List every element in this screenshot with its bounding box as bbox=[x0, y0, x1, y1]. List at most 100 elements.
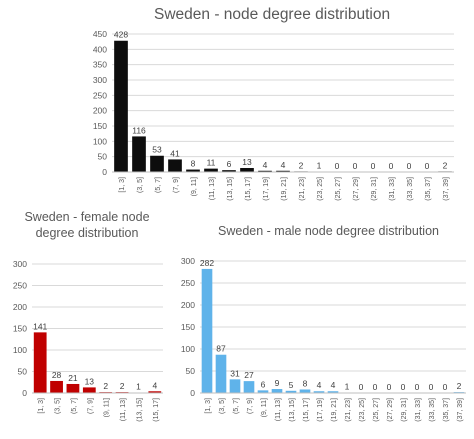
bar bbox=[299, 389, 311, 393]
x-tick-label: (35, 37] bbox=[425, 177, 432, 201]
x-tick-label: (15, 17] bbox=[303, 398, 310, 422]
data-label: 21 bbox=[68, 373, 78, 383]
x-tick-label: (5, 7] bbox=[233, 398, 240, 414]
bar bbox=[243, 381, 255, 393]
x-tick-label: (21, 23] bbox=[345, 398, 352, 422]
x-tick-label: (11, 13] bbox=[120, 398, 127, 421]
x-tick-label: (35, 37] bbox=[443, 398, 450, 422]
x-tick-label: (13, 15] bbox=[227, 177, 234, 201]
data-label: 0 bbox=[371, 161, 376, 171]
y-tick-label: 200 bbox=[13, 302, 27, 312]
data-label: 9 bbox=[275, 378, 280, 388]
data-label: 0 bbox=[415, 382, 420, 392]
data-label: 13 bbox=[85, 376, 95, 386]
data-label: 1 bbox=[317, 161, 322, 171]
y-tick-label: 300 bbox=[13, 259, 27, 269]
chart-female-degree: Sweden - female node degree distribution… bbox=[0, 206, 170, 439]
x-tick-label: (29, 31] bbox=[371, 177, 378, 201]
y-tick-label: 450 bbox=[93, 29, 107, 39]
data-label: 27 bbox=[244, 370, 254, 380]
bar bbox=[150, 155, 164, 172]
data-label: 4 bbox=[317, 380, 322, 390]
y-tick-label: 0 bbox=[102, 167, 107, 177]
data-label: 0 bbox=[387, 382, 392, 392]
data-label: 1 bbox=[136, 382, 141, 392]
bar bbox=[258, 170, 272, 172]
x-tick-label: (11, 13] bbox=[275, 398, 282, 421]
x-tick-label: [1, 3] bbox=[38, 398, 45, 414]
data-label: 87 bbox=[216, 344, 226, 354]
data-label: 1 bbox=[345, 382, 350, 392]
x-tick-label: (25, 27] bbox=[335, 177, 342, 201]
bar bbox=[313, 391, 325, 393]
bar bbox=[257, 390, 269, 393]
y-tick-label: 100 bbox=[13, 345, 27, 355]
x-tick-label: (3, 5] bbox=[55, 398, 62, 414]
x-tick-label: (9, 11] bbox=[191, 177, 198, 196]
bar bbox=[229, 379, 241, 393]
data-label: 0 bbox=[389, 161, 394, 171]
data-label: 8 bbox=[191, 159, 196, 169]
x-tick-label: (27, 29] bbox=[353, 177, 360, 201]
x-tick-label: (37, 39] bbox=[457, 398, 464, 422]
bar bbox=[215, 354, 227, 393]
chart-total-degree: Sweden - node degree distribution 0 50 100… bbox=[84, 0, 474, 212]
y-tick-label: 100 bbox=[181, 344, 195, 354]
bar bbox=[186, 169, 200, 172]
x-tick-label: (23, 25] bbox=[359, 398, 366, 422]
y-tick-label: 300 bbox=[181, 256, 195, 266]
data-label: 0 bbox=[359, 382, 364, 392]
y-tick-label: 200 bbox=[181, 300, 195, 310]
data-label: 428 bbox=[114, 30, 128, 40]
data-label: 2 bbox=[299, 160, 304, 170]
data-label: 0 bbox=[335, 161, 340, 171]
y-tick-label: 0 bbox=[190, 388, 195, 398]
bar bbox=[132, 136, 146, 172]
data-label: 0 bbox=[401, 382, 406, 392]
bar bbox=[168, 159, 182, 172]
x-tick-label: (13, 15] bbox=[136, 398, 143, 422]
data-label: 0 bbox=[429, 382, 434, 392]
x-tick-label: (25, 27] bbox=[373, 398, 380, 422]
data-label: 2 bbox=[457, 381, 462, 391]
data-label: 4 bbox=[281, 160, 286, 170]
data-label: 4 bbox=[263, 160, 268, 170]
bar bbox=[148, 391, 162, 393]
bar bbox=[201, 268, 213, 393]
data-label: 6 bbox=[227, 159, 232, 169]
data-label: 0 bbox=[443, 382, 448, 392]
x-tick-label: (7, 9] bbox=[87, 398, 94, 414]
y-tick-label: 50 bbox=[18, 367, 28, 377]
x-tick-label: (17, 19] bbox=[263, 177, 270, 201]
y-tick-label: 300 bbox=[93, 75, 107, 85]
y-tick-label: 0 bbox=[22, 388, 27, 398]
data-label: 2 bbox=[120, 381, 125, 391]
data-label: 4 bbox=[152, 380, 157, 390]
x-tick-label: (13, 15] bbox=[289, 398, 296, 422]
data-label: 31 bbox=[230, 368, 240, 378]
x-tick-label: [1, 3] bbox=[205, 398, 212, 414]
data-label: 0 bbox=[373, 382, 378, 392]
data-label: 0 bbox=[353, 161, 358, 171]
y-tick-label: 250 bbox=[181, 278, 195, 288]
data-label: 13 bbox=[242, 157, 252, 167]
x-tick-label: (15, 17] bbox=[245, 177, 252, 201]
y-tick-label: 250 bbox=[93, 90, 107, 100]
bar bbox=[240, 168, 254, 172]
x-tick-label: (21, 23] bbox=[299, 177, 306, 201]
data-label: 6 bbox=[261, 379, 266, 389]
bar bbox=[114, 40, 128, 172]
y-tick-label: 350 bbox=[93, 60, 107, 70]
y-tick-label: 50 bbox=[186, 366, 196, 376]
data-label: 2 bbox=[103, 381, 108, 391]
data-label: 8 bbox=[303, 378, 308, 388]
data-label: 116 bbox=[132, 125, 146, 135]
x-tick-label: (17, 19] bbox=[317, 398, 324, 422]
y-tick-label: 100 bbox=[93, 136, 107, 146]
x-tick-label: (19, 21] bbox=[281, 177, 288, 201]
x-tick-label: (31, 33] bbox=[389, 177, 396, 201]
y-tick-label: 150 bbox=[181, 322, 195, 332]
bar bbox=[33, 332, 47, 393]
